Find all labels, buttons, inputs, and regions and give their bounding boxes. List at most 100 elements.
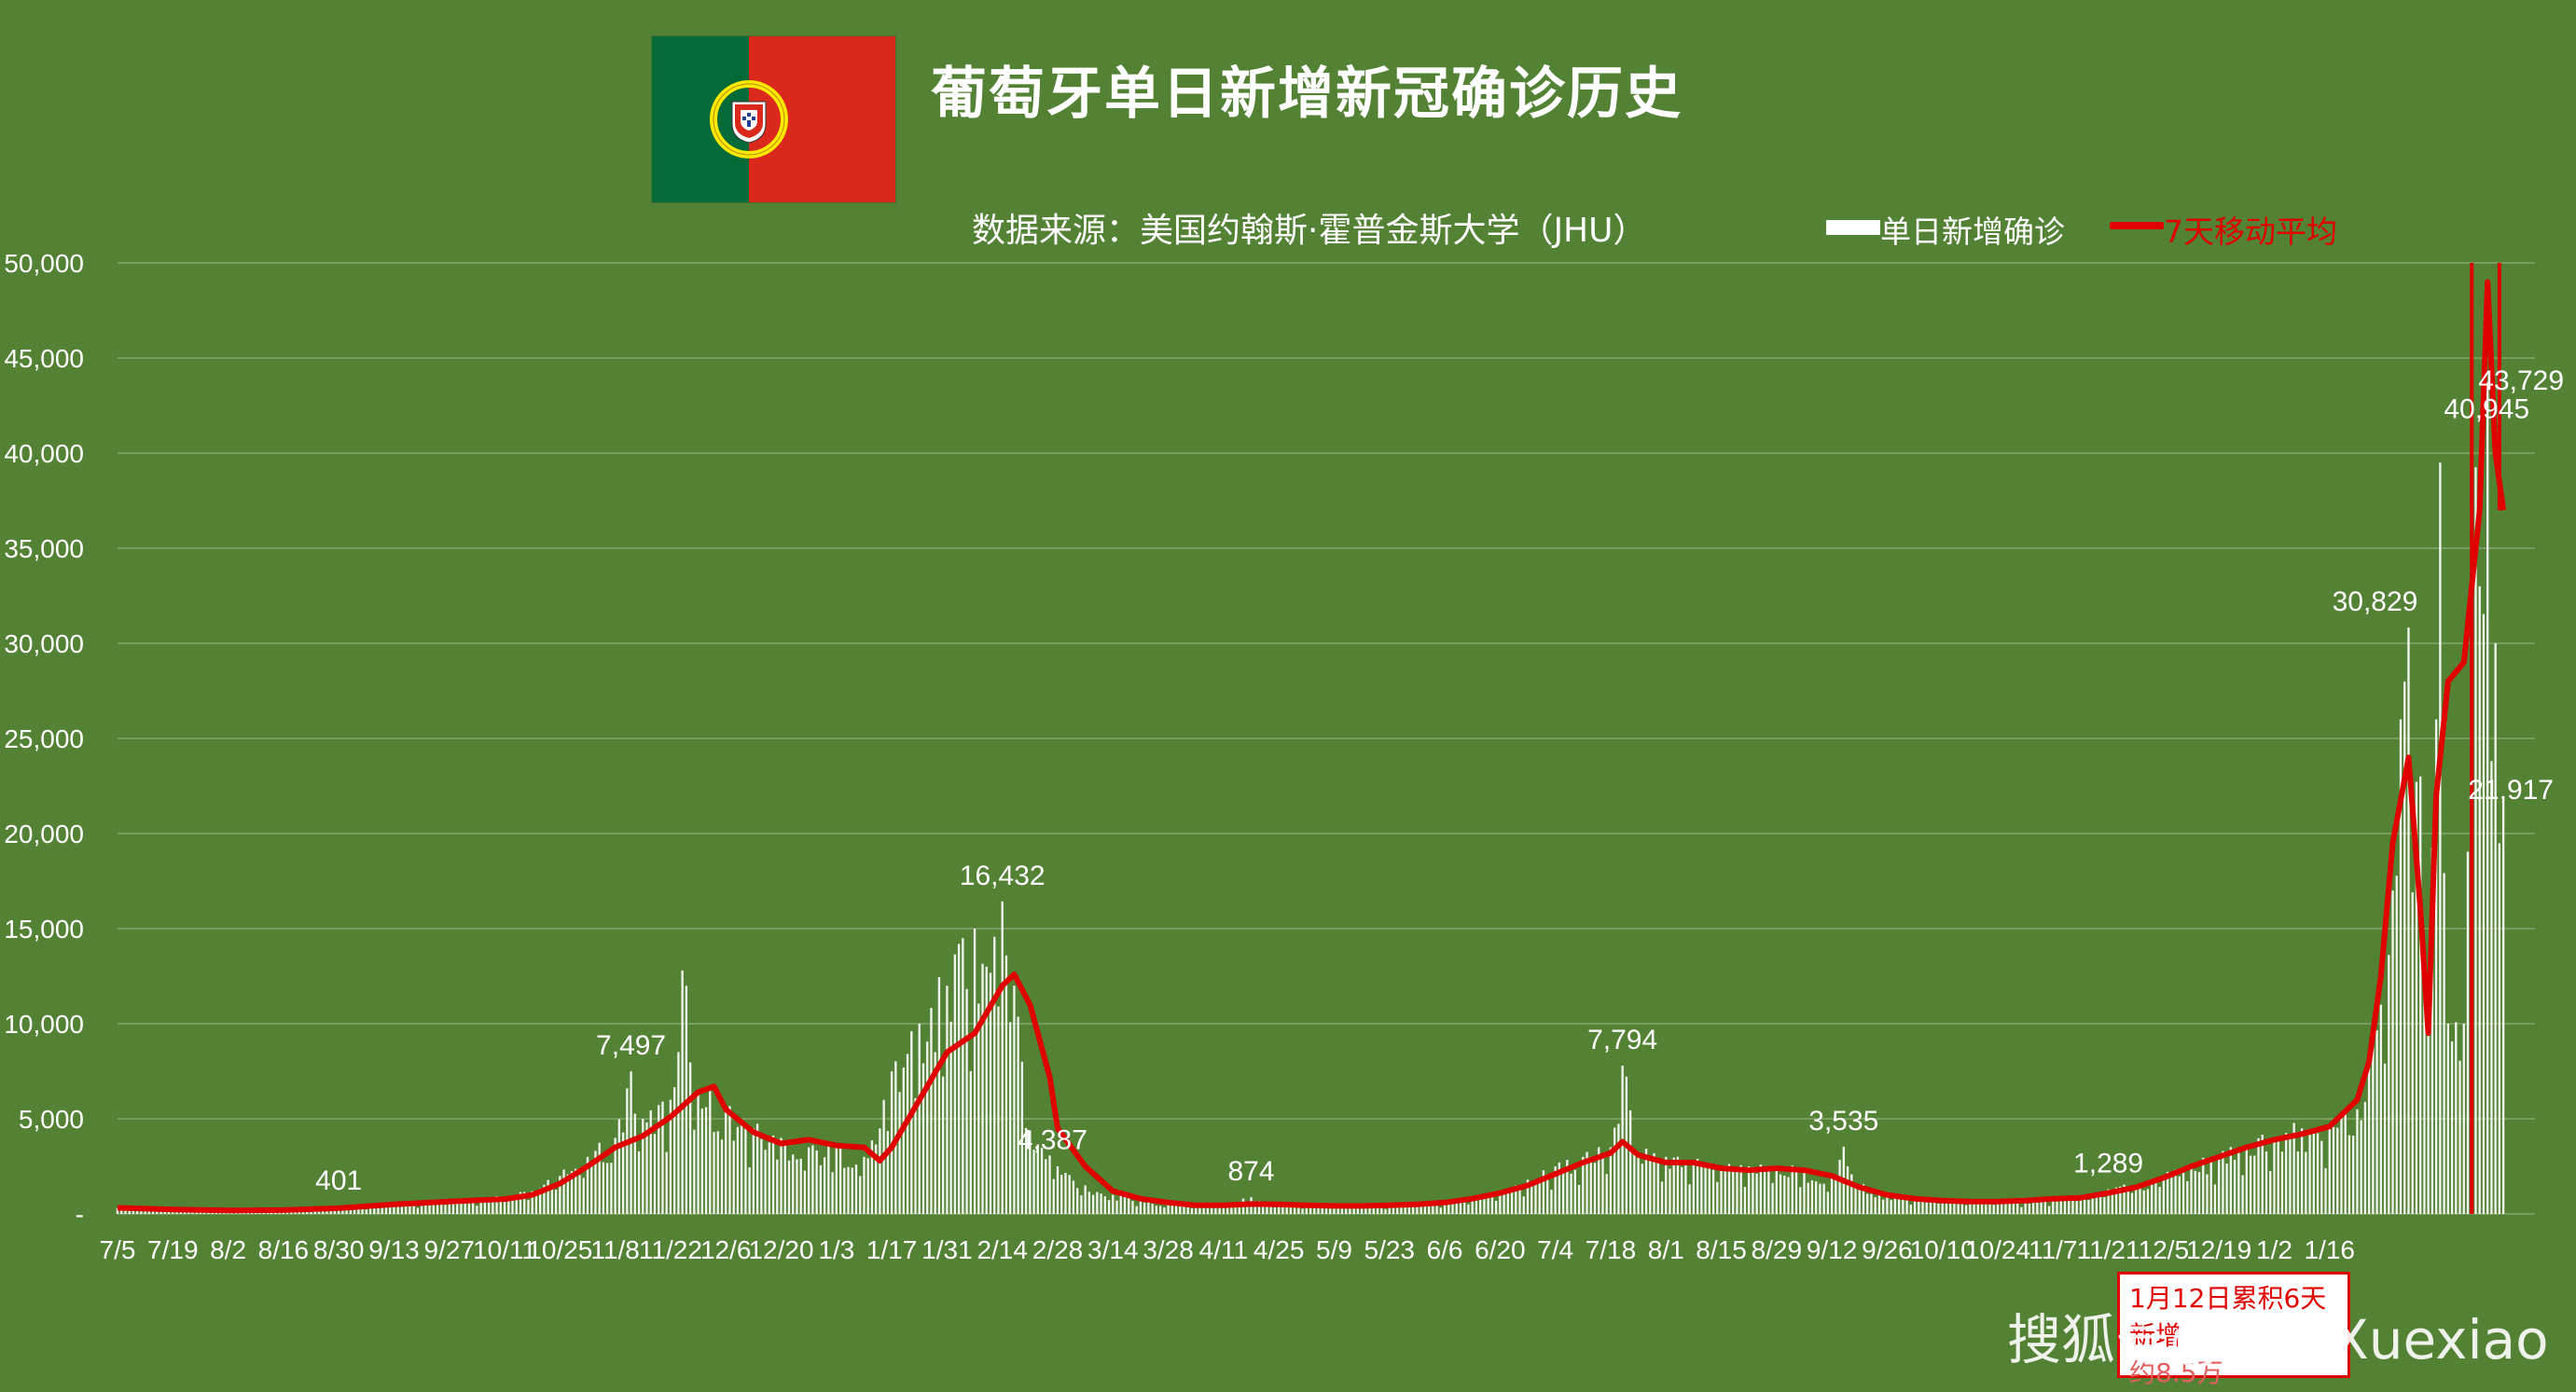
daily-bar <box>728 1106 731 1214</box>
daily-bar <box>863 1156 866 1214</box>
daily-bar <box>1743 1187 1747 1214</box>
x-tick-label: 10/10 <box>1910 1235 1975 1264</box>
daily-bar <box>2261 1135 2264 1214</box>
daily-bar <box>2363 1101 2367 1214</box>
daily-bar <box>1617 1123 1620 1214</box>
daily-bar <box>1226 1203 1229 1214</box>
daily-bar <box>1969 1200 1972 1214</box>
daily-bar <box>1649 1156 1652 1214</box>
daily-bar <box>1866 1193 1869 1214</box>
daily-bar <box>1767 1171 1770 1214</box>
daily-bar <box>1593 1163 1597 1214</box>
daily-bar <box>333 1209 337 1214</box>
daily-bar <box>926 1041 929 1214</box>
daily-bar <box>2098 1193 2102 1214</box>
daily-bar <box>2091 1196 2094 1214</box>
daily-bar <box>2245 1147 2248 1214</box>
daily-bar <box>1257 1201 1261 1214</box>
daily-bar <box>1278 1203 1281 1214</box>
daily-bar <box>428 1205 431 1214</box>
daily-bar <box>1810 1179 1814 1214</box>
daily-bar <box>559 1176 561 1214</box>
daily-bar <box>796 1159 798 1214</box>
daily-bar <box>1554 1166 1557 1214</box>
daily-bar <box>949 1021 952 1214</box>
daily-bar <box>1407 1204 1411 1214</box>
daily-bar <box>2020 1206 2023 1214</box>
daily-bar <box>1669 1168 1671 1214</box>
daily-bar <box>875 1144 878 1214</box>
daily-bar <box>1973 1203 1975 1214</box>
daily-bar <box>2186 1180 2189 1214</box>
daily-bar <box>2114 1187 2118 1214</box>
data-label: 40,945 <box>2444 394 2529 425</box>
daily-bar <box>136 1209 139 1214</box>
daily-bar <box>2443 873 2445 1214</box>
daily-bar <box>507 1197 510 1214</box>
daily-bar <box>2084 1195 2086 1214</box>
flag-red-field <box>749 36 895 202</box>
daily-bar <box>578 1175 581 1214</box>
chart-subtitle: 数据来源：美国约翰斯·霍普金斯大学（JHU） <box>972 212 1647 250</box>
daily-bar <box>361 1207 364 1214</box>
daily-bar <box>1711 1169 1715 1214</box>
daily-bar <box>1724 1165 1726 1214</box>
daily-bar <box>1004 955 1008 1214</box>
daily-bar <box>1586 1151 1588 1214</box>
daily-bar <box>1720 1166 1723 1214</box>
daily-bar <box>1822 1183 1825 1214</box>
daily-bar <box>808 1147 810 1214</box>
daily-bar <box>1451 1201 1454 1214</box>
daily-bar <box>1921 1201 1924 1214</box>
daily-bar <box>594 1151 597 1214</box>
daily-bar <box>1329 1207 1332 1214</box>
daily-bar <box>720 1139 724 1214</box>
daily-bar <box>1819 1183 1821 1214</box>
daily-bar <box>1882 1199 1885 1214</box>
daily-bar <box>1506 1192 1509 1214</box>
daily-bar <box>732 1140 735 1214</box>
daily-bar <box>1799 1187 1802 1214</box>
daily-bar <box>2280 1151 2284 1214</box>
note-line-1: 1月12日累积6天新增 <box>2129 1283 2327 1351</box>
daily-bar <box>1087 1192 1091 1214</box>
x-tick-label: 7/4 <box>1537 1235 1573 1264</box>
y-tick-label: 45,000 <box>4 344 84 373</box>
daily-bar <box>1605 1174 1608 1214</box>
daily-bar <box>116 1207 119 1214</box>
daily-bar <box>2047 1206 2051 1214</box>
daily-bar <box>1598 1147 1600 1214</box>
daily-bar <box>531 1191 533 1214</box>
daily-bar <box>946 985 949 1214</box>
daily-bar <box>2190 1166 2193 1214</box>
daily-bar <box>1100 1193 1102 1214</box>
daily-bar <box>416 1207 420 1214</box>
daily-bar <box>847 1166 850 1214</box>
daily-bar <box>151 1209 155 1214</box>
daily-bar <box>760 1138 763 1214</box>
daily-bar <box>1119 1194 1122 1214</box>
x-tick-label: 12/20 <box>748 1235 813 1264</box>
daily-bar <box>693 1129 696 1214</box>
daily-bar <box>2181 1173 2185 1214</box>
daily-bar <box>2229 1147 2233 1214</box>
daily-bar <box>1479 1196 1482 1214</box>
daily-bar <box>1779 1174 1782 1214</box>
daily-bar <box>1803 1170 1806 1214</box>
daily-bar <box>487 1197 491 1214</box>
daily-bar <box>827 1141 830 1214</box>
x-tick-label: 11/8 <box>590 1235 639 1264</box>
daily-bar <box>1321 1206 1323 1214</box>
daily-bar <box>1214 1205 1217 1214</box>
daily-bar <box>973 929 976 1214</box>
daily-bar <box>866 1158 869 1214</box>
daily-bar <box>1195 1205 1198 1214</box>
daily-bar <box>128 1208 131 1214</box>
daily-bar <box>1550 1189 1553 1214</box>
daily-bar <box>1416 1203 1419 1214</box>
daily-bar <box>1925 1200 1928 1214</box>
daily-bar <box>2111 1193 2113 1214</box>
daily-bar <box>1174 1205 1178 1214</box>
daily-bar <box>1056 1166 1059 1214</box>
daily-bar <box>1293 1206 1296 1214</box>
